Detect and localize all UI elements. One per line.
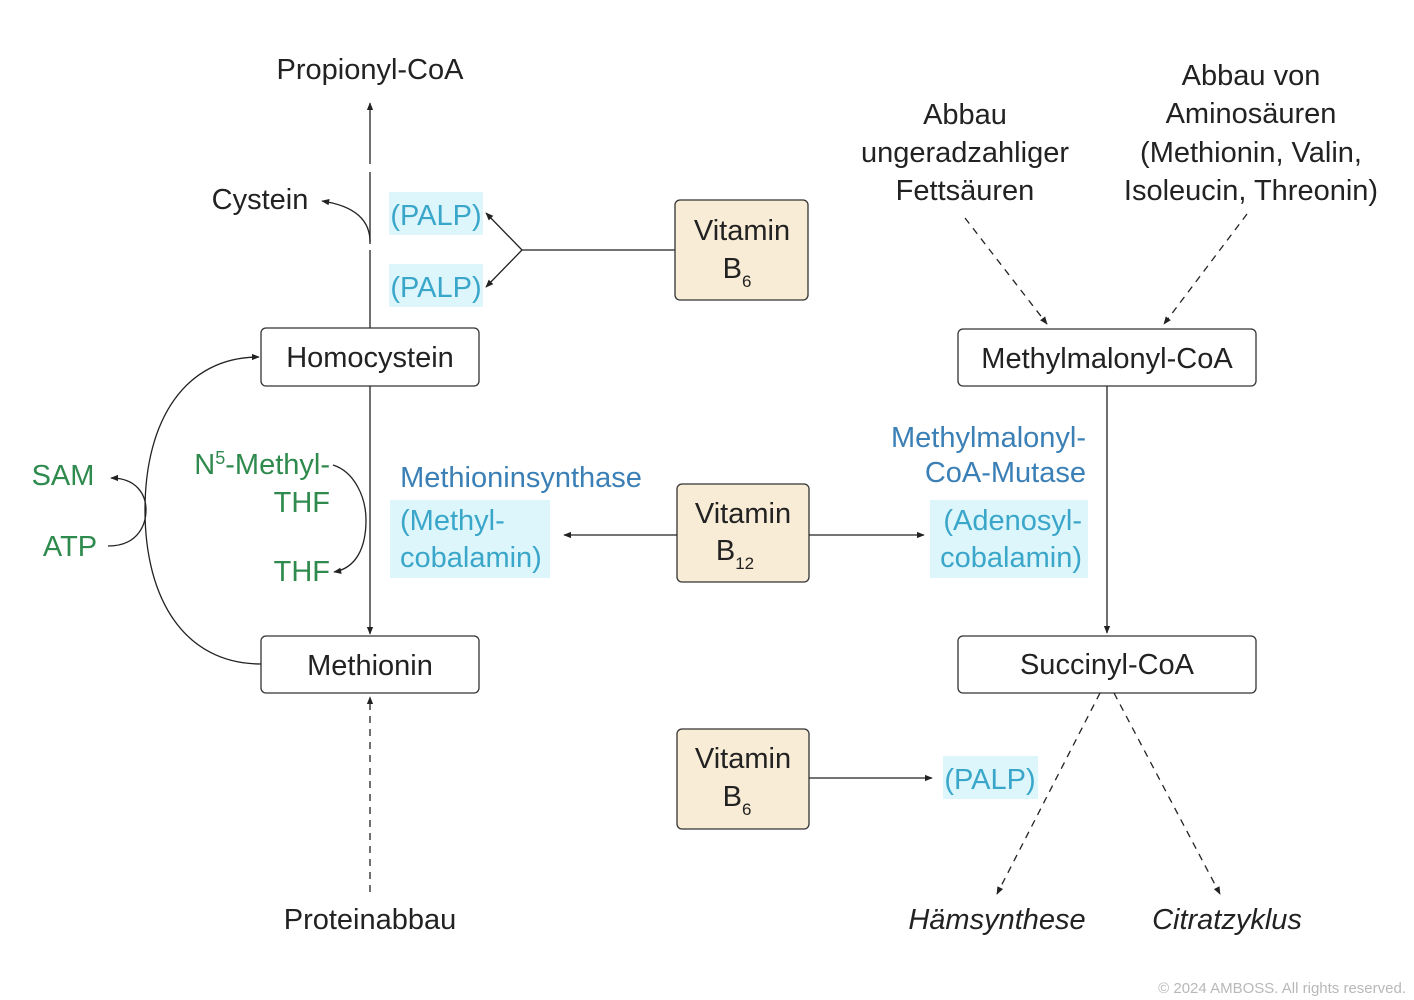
haemsynthese-label: Hämsynthese — [908, 904, 1085, 936]
homocystein-label: Homocystein — [286, 342, 454, 374]
palp-bottom-badge: (PALP) — [943, 756, 1038, 799]
arrow-aminosaeuren-to-methylmalonyl — [1163, 213, 1248, 325]
methylcobalamin-line1: (Methyl- — [400, 505, 505, 537]
vitamin-b12-symbol: B12 — [716, 535, 754, 573]
atp-label: ATP — [43, 531, 97, 563]
thf-label: THF — [274, 556, 330, 588]
methionin-label: Methionin — [307, 650, 433, 682]
succinyl-coa-label: Succinyl-CoA — [1020, 649, 1195, 681]
n5-methyl-thf-label: N5-Methyl- — [194, 448, 330, 481]
vitamin-b6-bottom-name: Vitamin — [695, 743, 791, 775]
proteinabbau-label: Proteinabbau — [284, 904, 457, 936]
palp-mid-badge: (PALP) — [389, 264, 483, 307]
palp-top-label: (PALP) — [390, 200, 481, 232]
methionin-node: Methionin — [260, 635, 480, 694]
adenosylcobalamin-line1: (Adenosyl- — [943, 505, 1082, 537]
cystein-label: Cystein — [212, 184, 309, 216]
arrow-n5-methyl-thf-to-thf — [332, 464, 367, 574]
n5-methyl-thf-line2: THF — [274, 487, 330, 519]
vitamin-b12-name: Vitamin — [695, 498, 791, 530]
aminosaeuren-line4: Isoleucin, Threonin) — [1124, 175, 1378, 207]
fettsaeuren-line2: ungeradzahliger — [861, 137, 1069, 169]
aminosaeuren-line3: (Methionin, Valin, — [1140, 137, 1362, 169]
propionyl-coa-label: Propionyl-CoA — [277, 54, 465, 86]
arrow-methionin-to-homocystein — [144, 353, 262, 665]
vitamin-b12-box: Vitamin B12 — [676, 483, 810, 583]
vitamin-b6-top-box: Vitamin B6 — [674, 199, 809, 301]
palp-bottom-label: (PALP) — [944, 764, 1035, 796]
homocystein-node: Homocystein — [260, 327, 480, 387]
arrow-b6-to-palp-top — [485, 212, 523, 251]
adenosylcobalamin-line2: cobalamin) — [940, 542, 1082, 574]
arrow-succinyl-to-haemsynthese — [996, 692, 1101, 895]
arrow-atp-to-sam — [107, 474, 147, 547]
arrow-b6-to-palp-mid — [485, 249, 523, 288]
sam-label: SAM — [32, 460, 95, 492]
methylmalonyl-coa-label: Methylmalonyl-CoA — [981, 343, 1233, 375]
aminosaeuren-line2: Aminosäuren — [1166, 98, 1337, 130]
methylcobalamin-badge: (Methyl- cobalamin) — [390, 500, 550, 578]
fettsaeuren-line1: Abbau — [923, 99, 1007, 131]
arrow-succinyl-to-citratzyklus — [1113, 692, 1221, 895]
fettsaeuren-line3: Fettsäuren — [896, 175, 1035, 207]
vitamin-b6-top-symbol: B6 — [723, 253, 752, 291]
arrow-fettsaeuren-to-methylmalonyl — [964, 217, 1048, 325]
methylcobalamin-line2: cobalamin) — [400, 542, 542, 574]
aminosaeuren-line1: Abbau von — [1182, 60, 1321, 92]
methylmalonyl-coa-node: Methylmalonyl-CoA — [957, 328, 1257, 387]
vitamin-b6-bottom-box: Vitamin B6 — [676, 728, 810, 830]
vitamin-b6-bottom-symbol: B6 — [723, 781, 752, 819]
palp-top-badge: (PALP) — [389, 192, 483, 235]
vitamin-b6-top-name: Vitamin — [694, 215, 790, 247]
citratzyklus-label: Citratzyklus — [1152, 904, 1302, 936]
arrow-to-cystein — [321, 198, 371, 245]
mutase-line2: CoA-Mutase — [925, 457, 1086, 489]
adenosylcobalamin-badge: (Adenosyl- cobalamin) — [930, 500, 1088, 578]
palp-mid-label: (PALP) — [390, 272, 481, 304]
copyright-notice: © 2024 AMBOSS. All rights reserved. — [1158, 980, 1406, 997]
methioninsynthase-label: Methioninsynthase — [400, 462, 642, 494]
succinyl-coa-node: Succinyl-CoA — [957, 635, 1257, 694]
mutase-line1: Methylmalonyl- — [891, 422, 1086, 454]
